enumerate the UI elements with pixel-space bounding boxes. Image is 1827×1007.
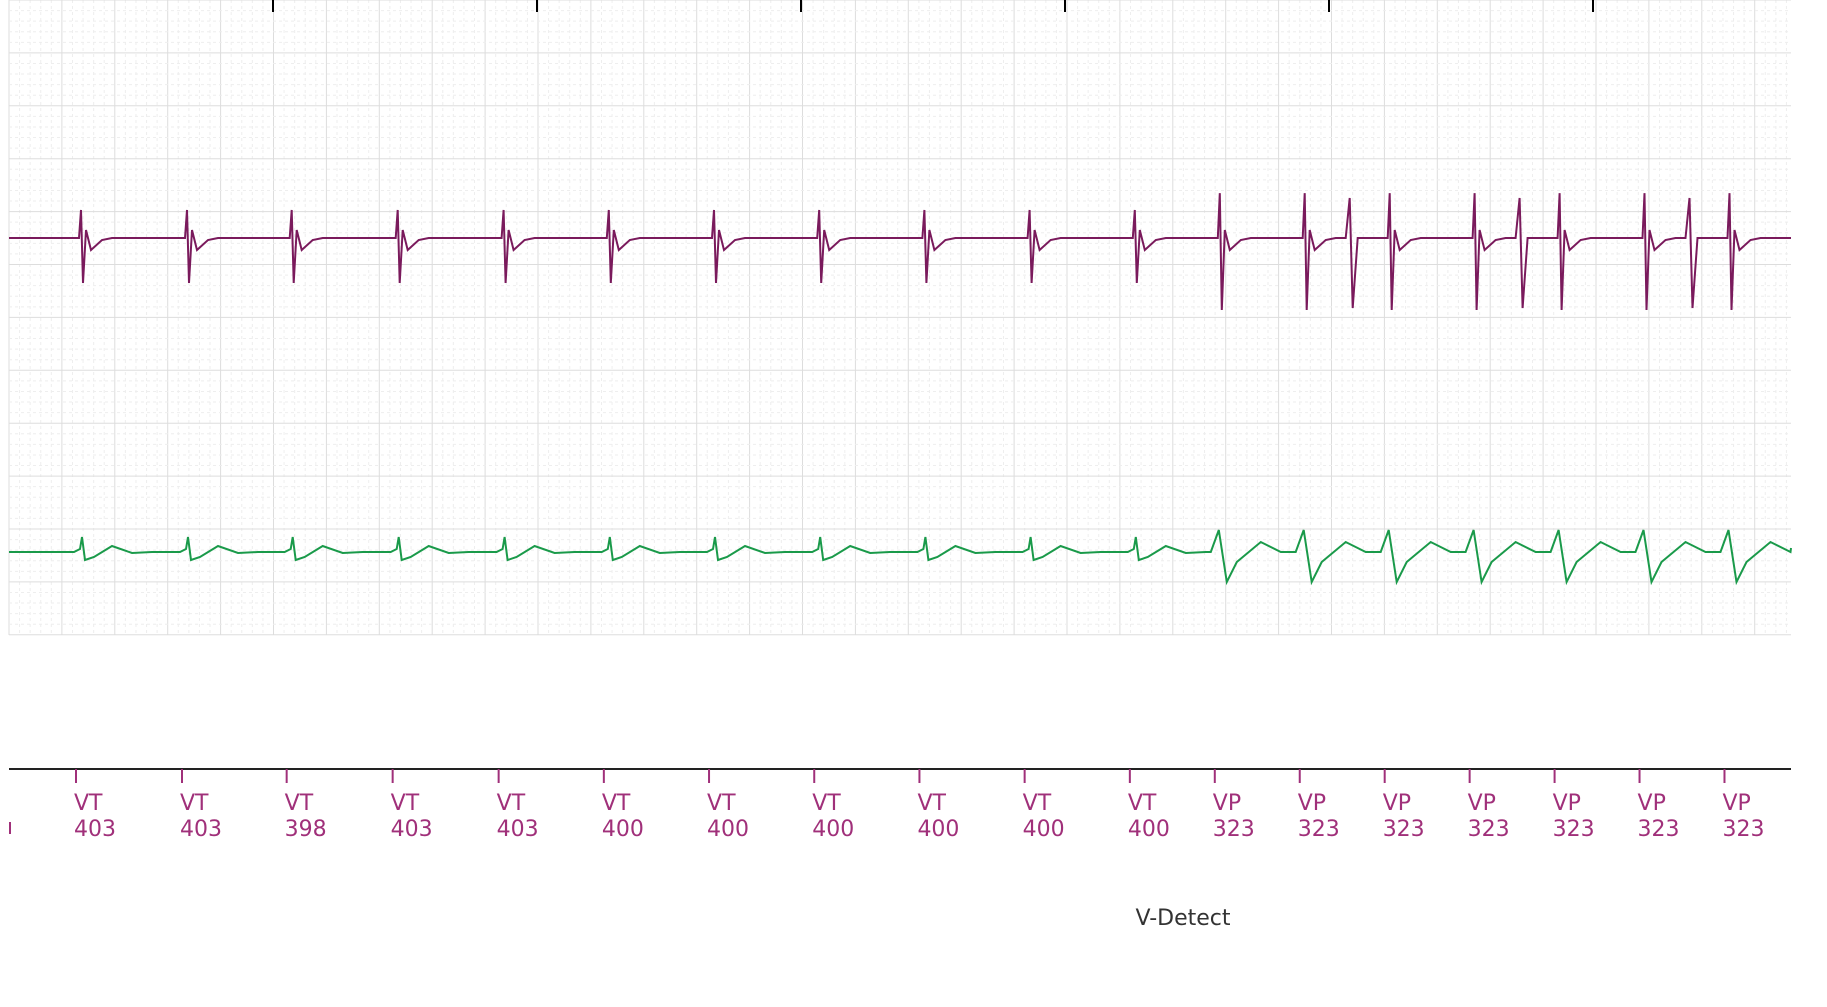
marker-interval: 403 bbox=[74, 817, 116, 842]
channel-label: V-Detect bbox=[1135, 906, 1230, 931]
marker-label: VP bbox=[1383, 791, 1411, 816]
marker-interval: 323 bbox=[1468, 817, 1510, 842]
marker-interval: 403 bbox=[497, 817, 539, 842]
marker-label: VP bbox=[1553, 791, 1581, 816]
marker-interval: 323 bbox=[1213, 817, 1255, 842]
marker-label: VT bbox=[497, 791, 526, 816]
marker-interval: 400 bbox=[812, 817, 854, 842]
marker-label: VT bbox=[812, 791, 841, 816]
marker-interval: 323 bbox=[1638, 817, 1680, 842]
marker-label: VT bbox=[1023, 791, 1052, 816]
marker-label: VT bbox=[180, 791, 209, 816]
marker-label: VT bbox=[285, 791, 314, 816]
marker-label: VT bbox=[602, 791, 631, 816]
marker-label: VP bbox=[1468, 791, 1496, 816]
marker-label: VP bbox=[1298, 791, 1326, 816]
marker-interval: 403 bbox=[180, 817, 222, 842]
marker-interval: 323 bbox=[1298, 817, 1340, 842]
far-field-egm bbox=[9, 529, 1792, 586]
marker-interval: 403 bbox=[391, 817, 433, 842]
marker-label: VP bbox=[1722, 791, 1750, 816]
marker-label: VP bbox=[1638, 791, 1666, 816]
marker-label: VT bbox=[707, 791, 736, 816]
marker-interval: 400 bbox=[1023, 817, 1065, 842]
marker-label: VT bbox=[1128, 791, 1157, 816]
marker-interval: 323 bbox=[1383, 817, 1425, 842]
marker-interval: 400 bbox=[707, 817, 749, 842]
grid bbox=[8, 0, 1791, 636]
marker-interval: 400 bbox=[917, 817, 959, 842]
marker-interval: 400 bbox=[1128, 817, 1170, 842]
marker-interval: 400 bbox=[602, 817, 644, 842]
marker-interval: 323 bbox=[1722, 817, 1764, 842]
ventricular-egm bbox=[9, 193, 1791, 311]
marker-label: VT bbox=[391, 791, 420, 816]
marker-label: VT bbox=[917, 791, 946, 816]
marker-label: VT bbox=[74, 791, 103, 816]
marker-interval: 323 bbox=[1553, 817, 1595, 842]
marker-interval: 398 bbox=[285, 817, 327, 842]
marker-label: VP bbox=[1213, 791, 1241, 816]
